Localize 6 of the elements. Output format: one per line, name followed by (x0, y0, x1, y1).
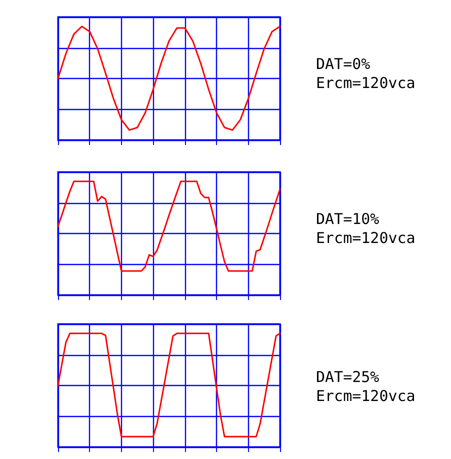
text: Ercm=120vca (316, 387, 416, 406)
text: DAT=0% (316, 55, 372, 74)
text: Ercm=120vca (316, 229, 416, 248)
text: DAT=10% (316, 210, 380, 229)
text: DAT=25% (316, 368, 380, 387)
text: Ercm=120vca (316, 74, 416, 93)
